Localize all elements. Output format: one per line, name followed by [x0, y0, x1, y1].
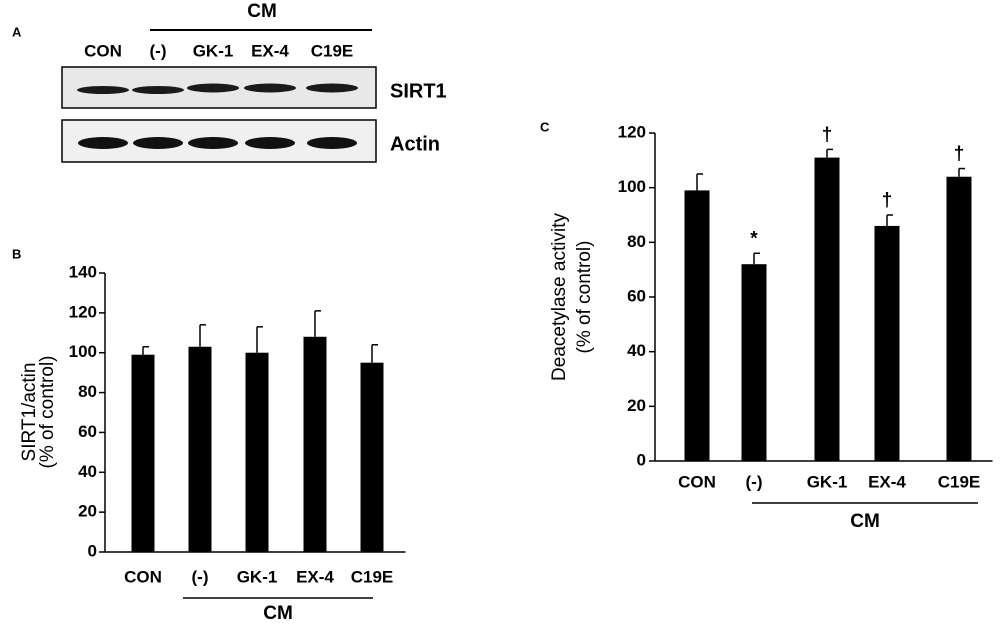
bar — [360, 362, 384, 552]
actin-bands — [78, 137, 357, 149]
sirt1-bands — [77, 83, 358, 94]
group-label: CM — [247, 1, 277, 22]
y-axis-label: SIRT1/actin — [19, 363, 40, 462]
group-label: CM — [263, 603, 293, 624]
row-label: Actin — [390, 133, 440, 155]
lane-label: EX-4 — [251, 41, 289, 60]
y-tick-label: 60 — [78, 422, 97, 441]
y-tick-label: 120 — [618, 122, 646, 141]
panel-label: A — [12, 24, 22, 39]
bar — [684, 190, 710, 461]
bar — [131, 354, 155, 552]
y-tick-label: 60 — [627, 286, 646, 305]
panel-a: A CM CON (-) GK-1 EX-4 C19E SIRT1 Actin — [12, 1, 447, 163]
annotation: † — [822, 124, 833, 145]
lane-label: GK-1 — [193, 41, 234, 60]
bar — [303, 336, 327, 552]
group-label: CM — [850, 511, 880, 532]
annotation: † — [882, 190, 893, 211]
y-tick-label: 100 — [618, 177, 646, 196]
lane-label: CON — [84, 41, 122, 60]
lane-label: (-) — [150, 41, 167, 60]
y-axis-label: (% of control) — [574, 241, 595, 354]
bar — [814, 157, 840, 461]
x-tick-label: EX-4 — [868, 472, 906, 491]
x-tick-label: (-) — [746, 472, 763, 491]
panel-label: B — [12, 246, 21, 261]
bar — [245, 352, 269, 552]
x-tick-label: CON — [678, 472, 716, 491]
x-tick-label: GK-1 — [807, 472, 848, 491]
y-tick-label: 140 — [69, 262, 97, 281]
bar — [188, 346, 212, 552]
y-tick-label: 20 — [627, 396, 646, 415]
panel-label: C — [540, 119, 550, 134]
y-tick-label: 40 — [78, 462, 97, 481]
bar — [741, 264, 767, 461]
bar — [946, 176, 972, 461]
y-tick-label: 0 — [88, 541, 97, 560]
y-tick-label: 20 — [78, 502, 97, 521]
y-tick-label: 40 — [627, 341, 646, 360]
y-axis-label: (% of control) — [37, 356, 58, 469]
x-tick-label: GK-1 — [237, 567, 278, 586]
y-tick-label: 80 — [627, 232, 646, 251]
x-tick-label: (-) — [192, 567, 209, 586]
x-tick-label: C19E — [351, 567, 394, 586]
x-tick-label: C19E — [938, 472, 981, 491]
y-tick-label: 0 — [637, 450, 646, 469]
y-tick-label: 100 — [69, 342, 97, 361]
row-label: SIRT1 — [390, 80, 447, 102]
x-tick-label: CON — [124, 567, 162, 586]
annotation: † — [954, 144, 965, 165]
annotation: * — [750, 228, 758, 249]
y-axis-label: Deacetylase activity — [549, 213, 570, 381]
lane-label: C19E — [311, 41, 354, 60]
bar — [874, 225, 900, 461]
x-tick-label: EX-4 — [296, 567, 334, 586]
y-tick-label: 120 — [69, 302, 97, 321]
y-tick-label: 80 — [78, 382, 97, 401]
